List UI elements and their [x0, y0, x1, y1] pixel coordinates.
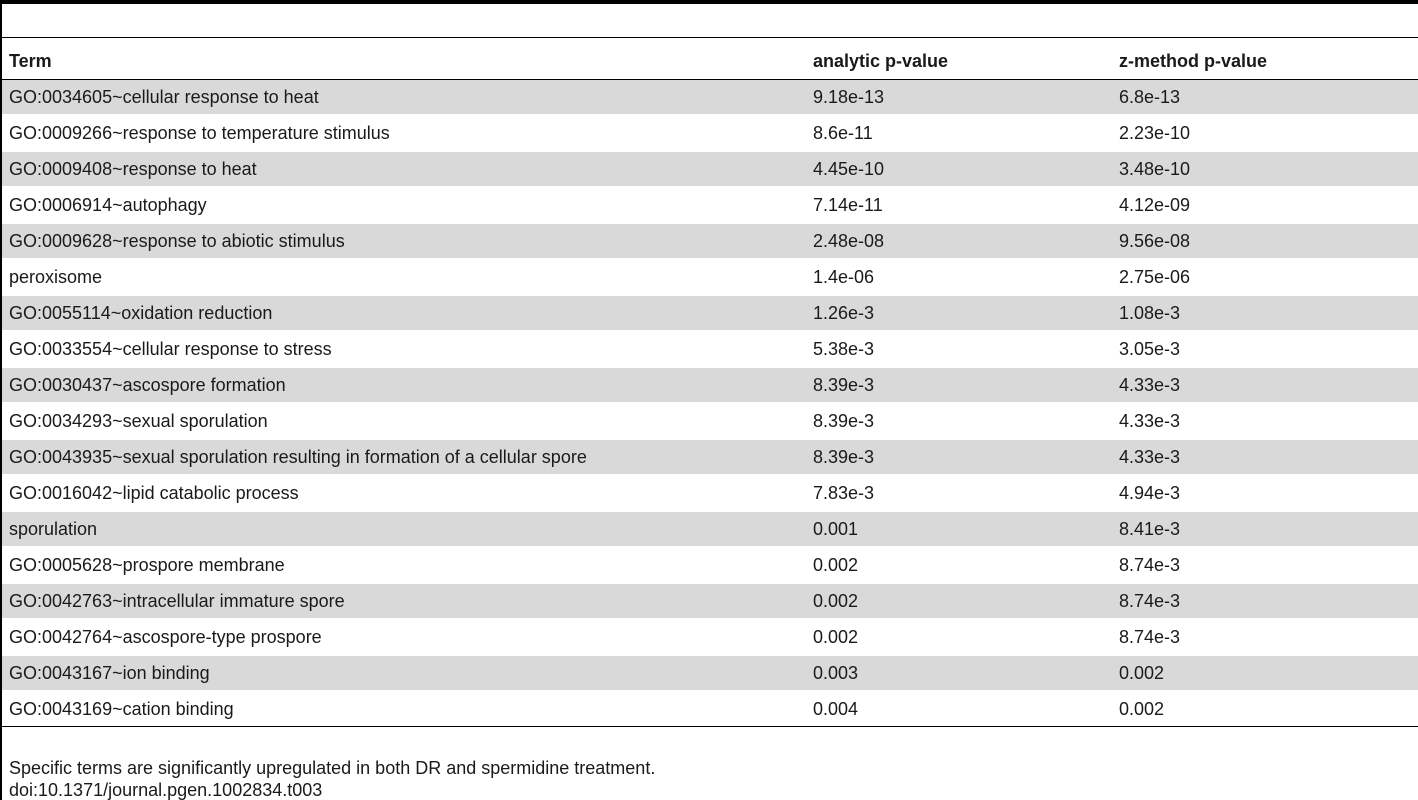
- column-header-analytic-p-value: analytic p-value: [806, 44, 1112, 80]
- cell-analytic-p-value: 7.83e-3: [806, 475, 1112, 512]
- table-row: GO:0043935~sexual sporulation resulting …: [2, 439, 1418, 476]
- cell-term: GO:0009266~response to temperature stimu…: [2, 115, 806, 152]
- cell-z-method-p-value: 3.05e-3: [1112, 331, 1418, 368]
- cell-term: GO:0043935~sexual sporulation resulting …: [2, 439, 806, 476]
- table-row: GO:0016042~lipid catabolic process 7.83e-…: [2, 475, 1418, 512]
- cell-z-method-p-value: 2.23e-10: [1112, 115, 1418, 152]
- cell-term: GO:0034605~cellular response to heat: [2, 79, 806, 116]
- cell-analytic-p-value: 4.45e-10: [806, 151, 1112, 188]
- cell-term: GO:0009628~response to abiotic stimulus: [2, 223, 806, 260]
- doi-text: doi:10.1371/journal.pgen.1002834.t003: [9, 780, 323, 800]
- cell-analytic-p-value: 8.6e-11: [806, 115, 1112, 152]
- table-header-row: Term analytic p-value z-method p-value: [2, 44, 1418, 80]
- cell-term: peroxisome: [2, 259, 806, 296]
- table-row: GO:0043169~cation binding 0.004 0.002: [2, 691, 1418, 727]
- cell-analytic-p-value: 8.39e-3: [806, 403, 1112, 440]
- go-term-table: Term analytic p-value z-method p-value G…: [2, 44, 1418, 727]
- table-row: GO:0033554~cellular response to stress 5.…: [2, 331, 1418, 368]
- cell-z-method-p-value: 2.75e-06: [1112, 259, 1418, 296]
- cell-analytic-p-value: 8.39e-3: [806, 439, 1112, 476]
- table-row: peroxisome 1.4e-06 2.75e-06: [2, 259, 1418, 296]
- cell-z-method-p-value: 3.48e-10: [1112, 151, 1418, 188]
- cell-z-method-p-value: 8.74e-3: [1112, 583, 1418, 620]
- table-row: GO:0030437~ascospore formation 8.39e-3 4.3…: [2, 367, 1418, 404]
- cell-term: sporulation: [2, 511, 806, 548]
- top-border: [0, 0, 1418, 4]
- table-row: GO:0055114~oxidation reduction 1.26e-3 1.0…: [2, 295, 1418, 332]
- cell-analytic-p-value: 0.003: [806, 655, 1112, 692]
- table-row: GO:0009266~response to temperature stimu…: [2, 115, 1418, 152]
- cell-analytic-p-value: 1.4e-06: [806, 259, 1112, 296]
- cell-z-method-p-value: 4.33e-3: [1112, 439, 1418, 476]
- cell-analytic-p-value: 0.001: [806, 511, 1112, 548]
- cell-term: GO:0033554~cellular response to stress: [2, 331, 806, 368]
- cell-z-method-p-value: 8.74e-3: [1112, 547, 1418, 584]
- table-row: GO:0034293~sexual sporulation 8.39e-3 4.33…: [2, 403, 1418, 440]
- cell-term: GO:0016042~lipid catabolic process: [2, 475, 806, 512]
- table-row: GO:0005628~prospore membrane 0.002 8.74e-3: [2, 547, 1418, 584]
- cell-z-method-p-value: 4.33e-3: [1112, 367, 1418, 404]
- cell-analytic-p-value: 7.14e-11: [806, 187, 1112, 224]
- cell-term: GO:0005628~prospore membrane: [2, 547, 806, 584]
- left-border: [0, 0, 2, 800]
- cell-analytic-p-value: 1.26e-3: [806, 295, 1112, 332]
- cell-z-method-p-value: 4.12e-09: [1112, 187, 1418, 224]
- title-separator: [2, 37, 1418, 38]
- cell-z-method-p-value: 9.56e-08: [1112, 223, 1418, 260]
- cell-analytic-p-value: 2.48e-08: [806, 223, 1112, 260]
- cell-analytic-p-value: 0.002: [806, 547, 1112, 584]
- cell-analytic-p-value: 0.004: [806, 691, 1112, 727]
- cell-z-method-p-value: 4.33e-3: [1112, 403, 1418, 440]
- cell-z-method-p-value: 8.74e-3: [1112, 619, 1418, 656]
- cell-z-method-p-value: 4.94e-3: [1112, 475, 1418, 512]
- table-row: GO:0009408~response to heat 4.45e-10 3.48e…: [2, 151, 1418, 188]
- table-row: GO:0034605~cellular response to heat 9.18…: [2, 79, 1418, 116]
- cell-term: GO:0006914~autophagy: [2, 187, 806, 224]
- cell-term: GO:0042764~ascospore-type prospore: [2, 619, 806, 656]
- cell-term: GO:0055114~oxidation reduction: [2, 295, 806, 332]
- table-footer: Specific terms are significantly upregul…: [9, 757, 655, 800]
- column-header-z-method-p-value: z-method p-value: [1112, 44, 1418, 80]
- table-row: GO:0009628~response to abiotic stimulus 2…: [2, 223, 1418, 260]
- table-row: GO:0042764~ascospore-type prospore 0.002 8…: [2, 619, 1418, 656]
- table-row: GO:0043167~ion binding 0.003 0.002: [2, 655, 1418, 692]
- cell-term: GO:0043167~ion binding: [2, 655, 806, 692]
- cell-analytic-p-value: 0.002: [806, 583, 1112, 620]
- cell-term: GO:0042763~intracellular immature spore: [2, 583, 806, 620]
- column-header-term: Term: [2, 44, 806, 80]
- cell-z-method-p-value: 6.8e-13: [1112, 79, 1418, 116]
- table-body: GO:0034605~cellular response to heat 9.18…: [2, 79, 1418, 727]
- cell-z-method-p-value: 0.002: [1112, 655, 1418, 692]
- cell-term: GO:0034293~sexual sporulation: [2, 403, 806, 440]
- cell-analytic-p-value: 8.39e-3: [806, 367, 1112, 404]
- cell-term: GO:0009408~response to heat: [2, 151, 806, 188]
- cell-z-method-p-value: 8.41e-3: [1112, 511, 1418, 548]
- cell-z-method-p-value: 0.002: [1112, 691, 1418, 727]
- table-row: GO:0006914~autophagy 7.14e-11 4.12e-09: [2, 187, 1418, 224]
- cell-analytic-p-value: 0.002: [806, 619, 1112, 656]
- cell-z-method-p-value: 1.08e-3: [1112, 295, 1418, 332]
- table-row: GO:0042763~intracellular immature spore 0…: [2, 583, 1418, 620]
- cell-analytic-p-value: 9.18e-13: [806, 79, 1112, 116]
- table-row: sporulation 0.001 8.41e-3: [2, 511, 1418, 548]
- cell-term: GO:0043169~cation binding: [2, 691, 806, 727]
- cell-analytic-p-value: 5.38e-3: [806, 331, 1112, 368]
- footnote: Specific terms are significantly upregul…: [9, 758, 656, 778]
- cell-term: GO:0030437~ascospore formation: [2, 367, 806, 404]
